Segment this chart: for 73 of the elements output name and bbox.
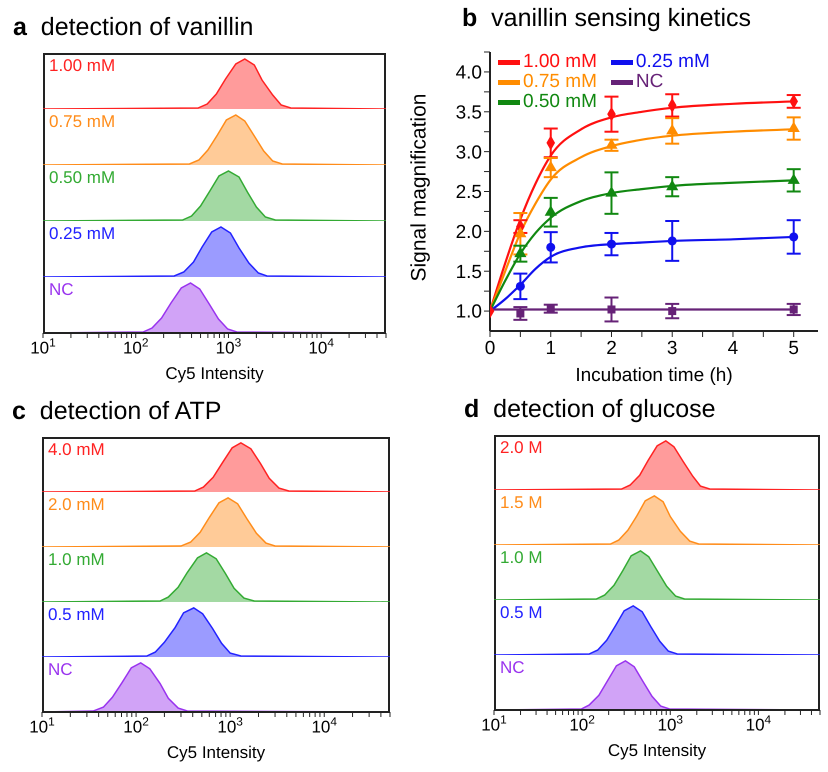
x-axis-title: Cy5 Intensity [166,743,266,762]
x-tick-label: 10$^{1}$ [481,712,508,735]
y-tick-label: 2.0 [456,222,482,244]
x-axis-title: Incubation time (h) [575,365,733,386]
series-label: 4.0 mM [48,440,105,460]
x-tick-label: 10$^{3}$ [217,714,244,737]
y-tick-label: 3.5 [456,102,482,124]
y-tick-label: 1.5 [456,262,482,283]
series-label: NC [49,280,74,300]
x-tick-label: 10$^{1}$ [30,336,56,358]
point [666,180,678,190]
y-tick-label: 4.0 [456,62,482,84]
point [788,173,800,184]
x-tick-label: 4 [728,338,739,360]
point [788,122,800,132]
point [668,307,676,316]
point [514,226,526,238]
x-tick-label: 10$^{2}$ [122,336,149,358]
legend-label: 0.50 mM [522,91,597,112]
x-axis-title: Cy5 Intensity [165,364,264,383]
point [606,240,616,249]
series-label: 1.5 M [500,493,543,513]
x-tick-label: 2 [606,338,617,360]
x-tick-label: 10$^{2}$ [123,714,150,737]
point [605,138,618,149]
series-label: NC [500,658,525,678]
series-label: 0.5 mM [48,605,105,625]
chart-title: a detection of vanillin [13,13,254,43]
x-tick-label: 3 [666,338,678,360]
legend-label: 0.25 mM [634,51,710,72]
series-label: 2.0 mM [48,495,105,515]
series-label: NC [48,660,73,680]
point [516,282,525,291]
x-tick-label: 10$^{4}$ [308,336,334,358]
x-tick-label: 10$^{3}$ [657,712,684,735]
y-axis-title: Signal magnification [407,94,430,282]
point [607,305,616,314]
series-label: 0.50 mM [49,168,116,188]
point [605,186,618,197]
chart-title: b vanillin sensing kinetics [462,4,752,34]
y-tick-label: 3.0 [456,142,482,164]
legend-label: 1.00 mM [522,51,597,72]
y-tick-label: 1.0 [456,302,482,323]
x-tick-label: 10$^{3}$ [216,336,242,358]
chart-title: d detection of glucose [464,395,716,425]
legend-label: NC [634,71,664,92]
x-tick-label: 10$^{2}$ [569,712,596,735]
series-label: 2.0 M [500,438,543,458]
legend-label: 0.75 mM [522,71,597,92]
point [546,242,556,252]
x-tick-label: 10$^{4}$ [311,714,338,737]
y-tick-label: 2.5 [456,182,482,204]
series-label: 0.25 mM [49,224,116,244]
x-tick-label: 0 [484,338,496,360]
point [789,232,798,242]
series-label: 1.0 M [500,548,543,568]
point [544,205,557,216]
point [668,236,677,246]
series-label: 1.00 mM [49,56,116,76]
point [790,305,798,314]
series-label: 0.75 mM [49,112,116,132]
point [666,124,678,134]
x-tick-label: 10$^{1}$ [29,714,56,737]
series-label: 1.0 mM [48,550,105,570]
x-tick-label: 1 [545,338,556,360]
x-axis-title: Cy5 Intensity [608,741,707,760]
point [544,160,557,172]
point [546,304,555,313]
series-label: 0.5 M [500,603,543,623]
x-tick-label: 10$^{4}$ [746,712,772,735]
x-tick-label: 5 [788,338,799,360]
point [514,246,526,258]
chart-title: c detection of ATP [12,397,222,427]
